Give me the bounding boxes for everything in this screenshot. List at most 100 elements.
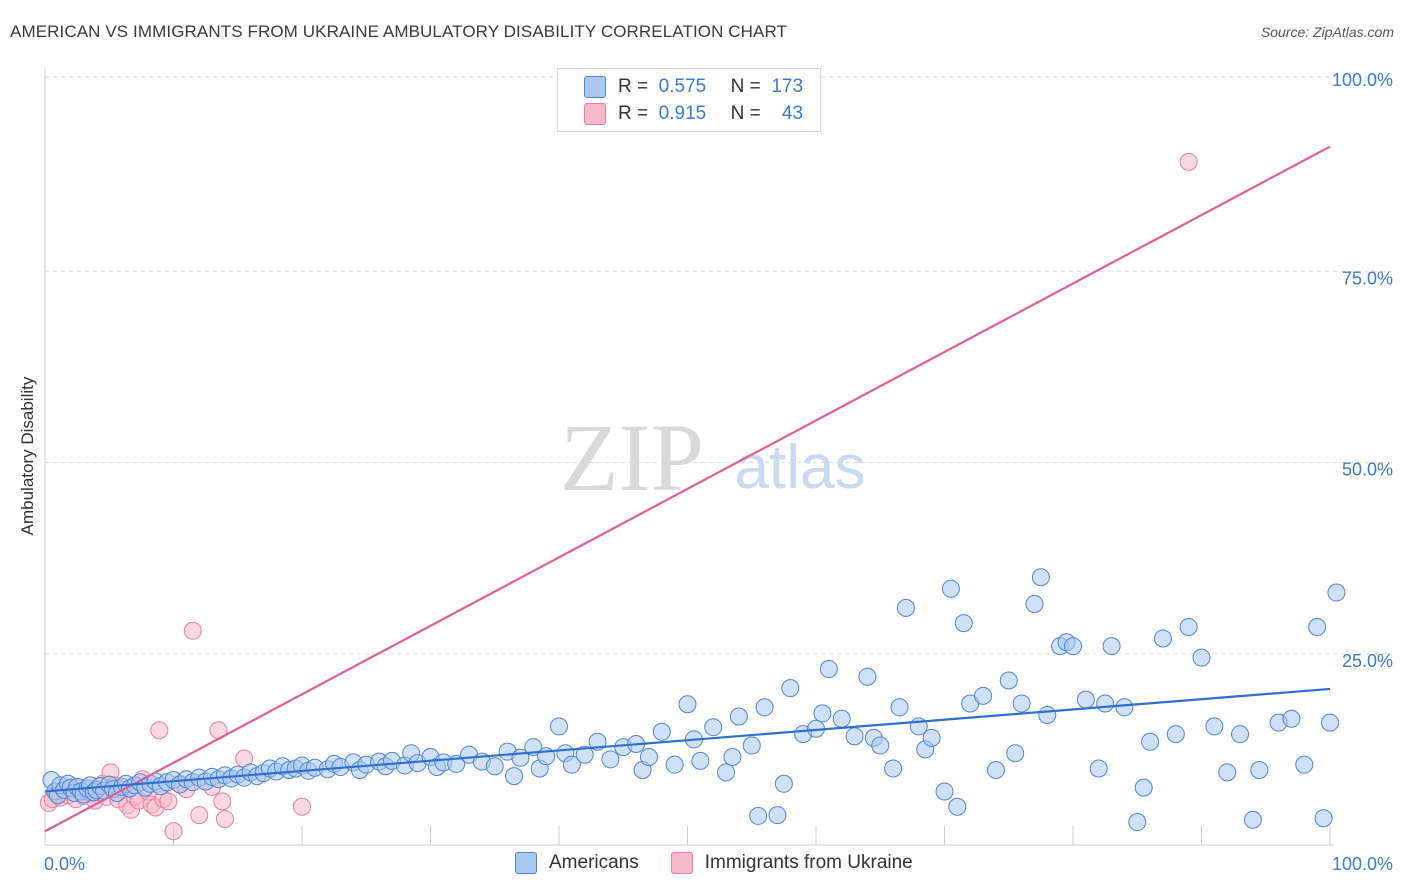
americans-point [1308,617,1327,636]
ukraine-point [293,797,311,816]
americans-point [1282,709,1301,728]
americans-point [1102,637,1121,656]
americans-point [774,774,793,793]
americans-point [1218,763,1237,782]
tick-labels: 100.0% 75.0% 50.0% 25.0% 0.0% 100.0% [44,70,1393,874]
americans-point [884,759,903,778]
legend-item-ukraine[interactable]: Immigrants from Ukraine [670,852,913,874]
americans-point [768,806,787,825]
ukraine-point [150,721,169,740]
stats-legend: R = 0.575 N = 173 R = 0.915 N = 43 [557,68,821,132]
americans-point [1096,694,1115,713]
americans-point [832,709,851,728]
americans-point [1076,690,1095,709]
y-tick-label: 50.0% [1342,460,1393,480]
chart-title: AMERICAN VS IMMIGRANTS FROM UKRAINE AMBU… [10,22,788,41]
americans-point [1327,583,1346,602]
y-tick-label: 25.0% [1342,651,1393,671]
legend-label-americans: Americans [549,852,639,873]
y-tick-label: 75.0% [1342,268,1393,288]
americans-point [1141,732,1160,751]
americans-point [639,748,658,767]
americans-points [42,568,1346,832]
americans-point [601,750,620,769]
americans-point [1012,694,1031,713]
americans-trend-line [44,687,1331,793]
americans-swatch [584,76,606,98]
stats-row-ukraine: R = 0.915 N = 43 [584,102,803,126]
watermark: ZIP atlas [560,404,865,511]
ukraine-swatch [584,103,606,125]
americans-point [781,679,800,698]
americans-point [819,660,838,679]
americans-point [1179,617,1198,636]
americans-point [922,728,941,747]
ukraine-trend-line [44,145,1331,833]
x-tick-label: 100.0% [1332,854,1393,874]
americans-point [935,782,954,801]
ukraine-point [1179,152,1198,171]
ukraine-point [213,792,232,811]
watermark-atlas: atlas [735,433,866,502]
americans-point [691,751,710,770]
americans-point [485,757,504,776]
axes [44,68,1334,846]
n-label: N = [730,103,761,124]
americans-point [704,718,723,737]
trend-lines [44,145,1331,833]
r-label: R = [618,103,649,124]
americans-point [896,598,915,617]
ukraine-point [190,806,209,825]
americans-point [1205,717,1224,736]
americans-point [1089,759,1108,778]
americans-point [729,707,748,726]
americans-point [871,736,890,755]
americans-legend-swatch [515,852,537,874]
americans-point [1153,629,1172,648]
americans-point [723,748,742,767]
americans-point [1295,755,1314,774]
americans-point [665,755,684,774]
americans-point [1250,761,1269,780]
ukraine-point [159,792,178,811]
ukraine-point [215,809,234,828]
r-value: 0.915 [658,103,707,124]
ukraine-point [183,621,202,640]
americans-point [1006,744,1025,763]
americans-point [845,727,864,746]
americans-point [1134,778,1153,797]
n-value: 173 [771,76,804,97]
stats-row-americans: R = 0.575 N = 173 [584,75,803,99]
americans-point [974,686,993,705]
americans-point [755,698,774,717]
r-value: 0.575 [658,76,707,97]
bottom-legend: Americans Immigrants from Ukraine [515,852,945,874]
americans-point [742,736,761,755]
americans-point [562,755,581,774]
americans-point [890,698,909,717]
americans-point [1064,637,1082,656]
americans-point [749,806,768,825]
ukraine-legend-swatch [670,852,693,874]
americans-point [999,671,1018,690]
americans-point [1321,713,1339,732]
americans-point [652,722,671,741]
americans-point [986,761,1005,780]
y-tick-label: 100.0% [1332,70,1393,90]
americans-point [1243,810,1262,829]
legend-label-ukraine: Immigrants from Ukraine [704,852,913,873]
r-label: R = [618,76,649,97]
americans-point [1166,725,1185,744]
americans-point [1231,725,1250,744]
americans-point [1031,568,1050,587]
americans-point [1128,813,1147,832]
americans-point [1192,648,1211,667]
americans-point [858,667,877,686]
americans-point [1314,809,1333,828]
americans-point [1038,705,1057,724]
ukraine-point [164,822,183,841]
americans-point [678,695,697,714]
n-value: 43 [781,103,804,124]
legend-item-americans[interactable]: Americans [515,852,639,874]
